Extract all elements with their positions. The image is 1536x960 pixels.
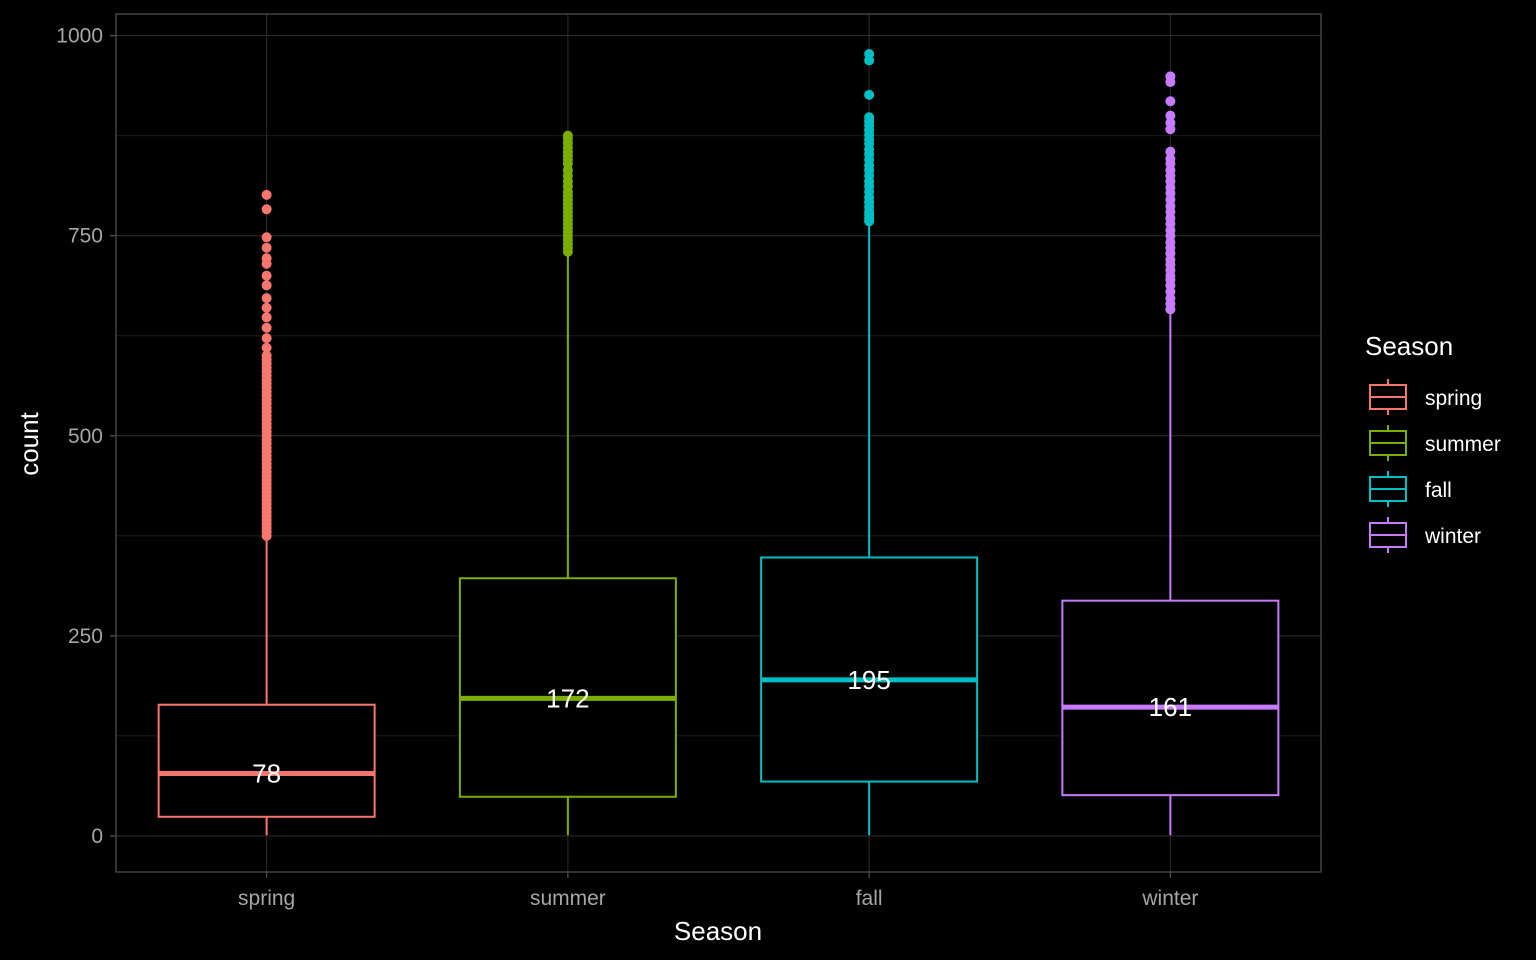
x-tick-label: fall [856,887,883,910]
outlier-point [261,342,272,353]
iqr-box [1061,599,1280,797]
y-axis-title: count [14,411,44,475]
outlier-point [261,312,272,323]
outlier-point [1165,110,1176,121]
axes: 0 250 500 750 1000 spring summer fall winter [56,13,1322,910]
outlier-point [261,204,272,215]
y-tick-label: 1000 [56,25,103,48]
legend-item-summer: summer [1369,425,1501,461]
outlier-point [261,350,272,361]
median-label: 195 [847,665,890,695]
x-axis-title: Season [674,916,762,946]
y-tick-label: 500 [68,425,103,448]
box-summer: 172 [458,130,677,836]
legend-label: winter [1424,525,1481,548]
median-label: 161 [1149,692,1192,722]
outlier-point [864,112,875,123]
x-tick-label: winter [1141,887,1198,910]
y-tick-label: 750 [68,225,103,248]
legend: Season spring summer fall winter [1365,331,1501,553]
outlier-point [562,130,573,141]
legend-label: fall [1425,479,1452,502]
outlier-point [1165,146,1176,157]
outlier-point [1165,117,1176,128]
outlier-point [1165,71,1176,82]
median-label: 78 [252,759,281,789]
legend-label: spring [1425,387,1482,410]
box-spring: 78 [157,189,376,836]
legend-item-winter: winter [1369,517,1481,553]
outlier-point [261,293,272,304]
outlier-point [864,49,875,60]
outlier-point [261,280,272,291]
iqr-box [458,577,677,798]
outlier-point [1165,96,1176,107]
panel-border [115,13,1322,873]
outlier-point [261,242,272,253]
legend-item-spring: spring [1369,379,1482,415]
y-tick-label: 250 [68,625,103,648]
iqr-box [157,703,376,818]
box-winter: 161 [1061,71,1280,836]
x-tick-label: summer [530,887,606,910]
median-label: 172 [546,683,589,713]
y-tick-label: 0 [91,825,103,848]
boxplot-marks: 78 172 195 161 [157,49,1280,836]
legend-item-fall: fall [1369,471,1452,507]
outlier-point [261,333,272,344]
legend-title: Season [1365,331,1453,361]
x-tick-label: spring [238,887,295,910]
outlier-point [261,232,272,243]
iqr-box [760,556,979,783]
outlier-point [1165,153,1176,164]
legend-label: summer [1425,433,1501,456]
outlier-point [261,322,272,333]
outlier-point [261,189,272,200]
box-fall: 195 [760,49,979,836]
outlier-point [261,253,272,264]
outlier-point [864,89,875,100]
outlier-point [261,270,272,281]
outlier-point [261,302,272,313]
